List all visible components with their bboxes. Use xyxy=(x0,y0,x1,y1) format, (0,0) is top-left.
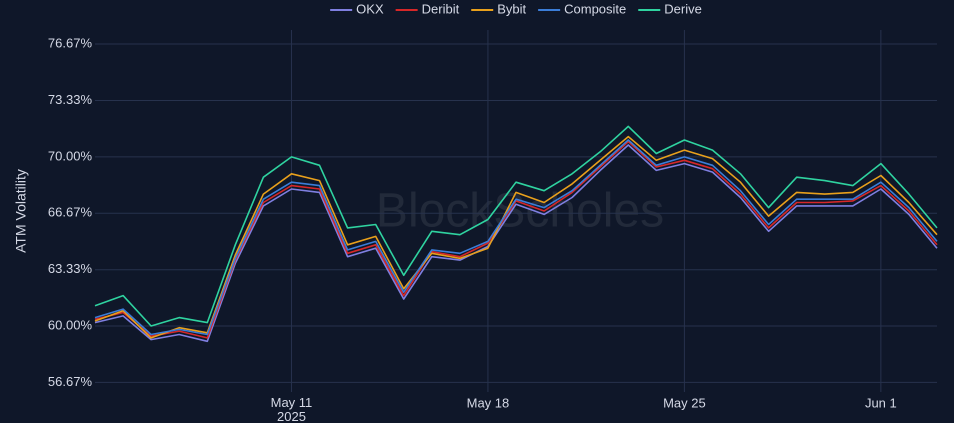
legend-label: OKX xyxy=(356,1,384,16)
y-tick-label: 56.67% xyxy=(48,374,93,389)
legend-item[interactable]: Deribit xyxy=(395,1,460,16)
y-tick-label: 76.67% xyxy=(48,35,93,50)
x-tick-label: May 25 xyxy=(663,395,706,410)
legend-label: Bybit xyxy=(497,1,526,16)
legend-item[interactable]: Derive xyxy=(638,1,702,16)
series-line xyxy=(94,144,938,343)
legend-item[interactable]: Bybit xyxy=(471,1,527,16)
legend: OKX Deribit Bybit Composite Derive xyxy=(330,1,702,16)
legend-label: Composite xyxy=(564,1,626,16)
legend-label: Derive xyxy=(664,1,702,16)
legend-label: Deribit xyxy=(422,1,460,16)
y-tick-label: 73.33% xyxy=(48,92,93,107)
y-tick-label: 60.00% xyxy=(48,317,93,332)
y-tick-label: 63.33% xyxy=(48,261,93,276)
x-tick-label: May 18 xyxy=(467,395,510,410)
legend-item[interactable]: OKX xyxy=(330,1,384,16)
watermark: BlockScholes xyxy=(376,185,664,238)
y-tick-label: 70.00% xyxy=(48,148,93,163)
x-tick-label: May 11 2025 xyxy=(271,395,313,423)
y-tick-label: 66.67% xyxy=(48,205,93,220)
x-tick-label: Jun 1 xyxy=(865,395,897,410)
y-axis-title: ATM Volatility xyxy=(13,169,29,253)
series-line xyxy=(94,125,938,327)
legend-item[interactable]: Composite xyxy=(538,1,626,16)
series-line xyxy=(94,135,938,339)
series-line xyxy=(94,139,938,336)
